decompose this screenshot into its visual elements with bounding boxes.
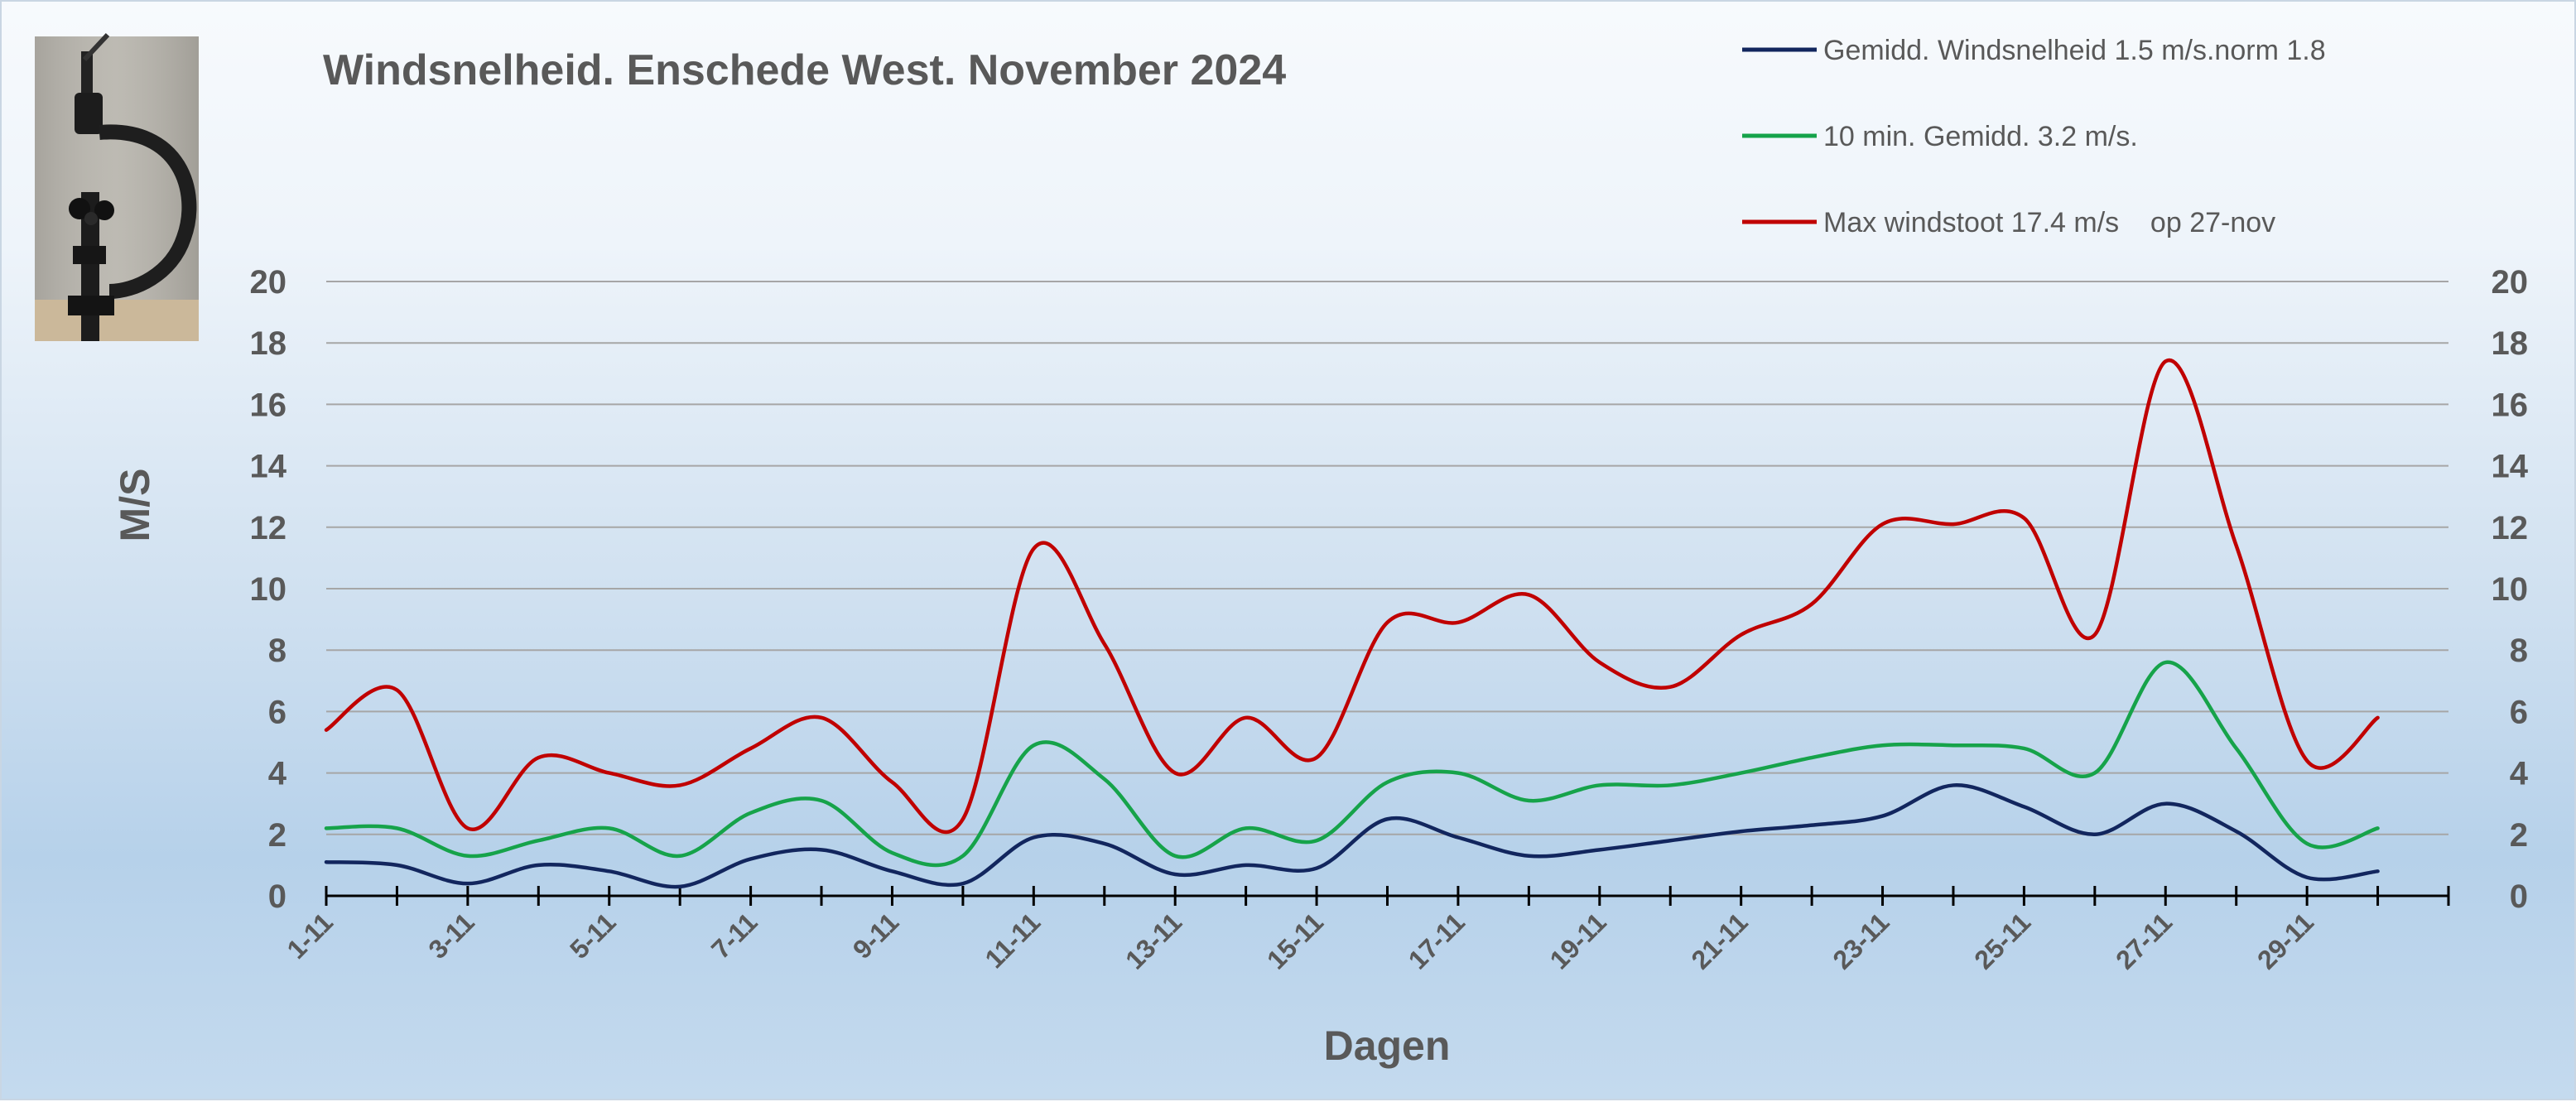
y-axis-left: 0 2 4 6 8 10 12 14 16 18 20 (250, 264, 287, 915)
x-tick-label: 5-11 (564, 907, 621, 964)
y-tick-label-left: 0 (268, 878, 286, 915)
legend-label-1: 10 min. Gemidd. 3.2 m/s. (1823, 121, 2138, 152)
x-tick-label: 17-11 (1403, 907, 1471, 974)
x-tick-label: 21-11 (1686, 907, 1754, 974)
x-tick-label: 13-11 (1119, 907, 1187, 974)
y-tick-label-left: 20 (250, 264, 287, 301)
x-tick-label: 1-11 (281, 907, 338, 964)
anemometer-photo (35, 32, 199, 341)
y-tick-label-left: 14 (250, 449, 287, 485)
x-tick-label: 3-11 (422, 907, 479, 964)
y-tick-label-right: 10 (2492, 571, 2529, 608)
y-tick-label-left: 18 (250, 325, 287, 362)
y-tick-label-right: 4 (2510, 756, 2529, 792)
x-tick-label: 27-11 (2110, 907, 2178, 974)
series-lines (324, 358, 2380, 889)
y-tick-label-left: 16 (250, 387, 287, 423)
x-tick-label: 19-11 (1544, 907, 1612, 974)
y-tick-label-left: 12 (250, 510, 287, 546)
y-axis-right: 0 2 4 6 8 10 12 14 16 18 20 (2492, 264, 2529, 915)
x-tick-label: 7-11 (705, 907, 763, 964)
y-tick-label-left: 4 (268, 756, 287, 792)
x-axis-title: Dagen (1324, 1023, 1451, 1069)
y-tick-label-left: 10 (250, 571, 287, 608)
y-tick-label-right: 6 (2510, 694, 2528, 730)
x-tick-label: 25-11 (1968, 907, 2036, 974)
y-tick-label-right: 14 (2492, 449, 2529, 485)
y-axis-title: M/S (112, 469, 158, 542)
series-line-0 (324, 783, 2380, 889)
x-tick-label: 23-11 (1827, 907, 1895, 974)
x-axis: 1-11 3-11 5-11 7-11 9-11 11-11 13-11 15-11 17-11… (281, 886, 2450, 975)
gridlines (326, 281, 2448, 835)
series-line-2 (324, 358, 2380, 835)
y-tick-label-right: 20 (2492, 264, 2529, 301)
x-tick-label: 9-11 (847, 907, 904, 964)
y-tick-label-left: 6 (268, 694, 286, 730)
y-tick-label-right: 18 (2492, 325, 2529, 362)
y-tick-label-left: 8 (268, 633, 286, 669)
y-tick-label-right: 2 (2510, 817, 2528, 854)
x-tick-label: 29-11 (2251, 907, 2319, 974)
y-tick-label-right: 0 (2510, 878, 2528, 915)
y-tick-label-right: 12 (2492, 510, 2529, 546)
legend: Gemidd. Windsnelheid 1.5 m/s.norm 1.8 10 … (1742, 35, 2326, 238)
x-tick-label: 15-11 (1261, 907, 1329, 974)
y-tick-label-right: 8 (2510, 633, 2528, 669)
series-line-1 (324, 660, 2380, 868)
y-tick-label-right: 16 (2492, 387, 2529, 423)
legend-label-2: Max windstoot 17.4 m/s op 27-nov (1823, 207, 2275, 238)
chart-title: Windsnelheid. Enschede West. November 20… (323, 46, 1286, 94)
legend-label-0: Gemidd. Windsnelheid 1.5 m/s.norm 1.8 (1823, 35, 2326, 66)
y-tick-label-left: 2 (268, 817, 286, 854)
x-tick-label: 11-11 (979, 907, 1046, 974)
